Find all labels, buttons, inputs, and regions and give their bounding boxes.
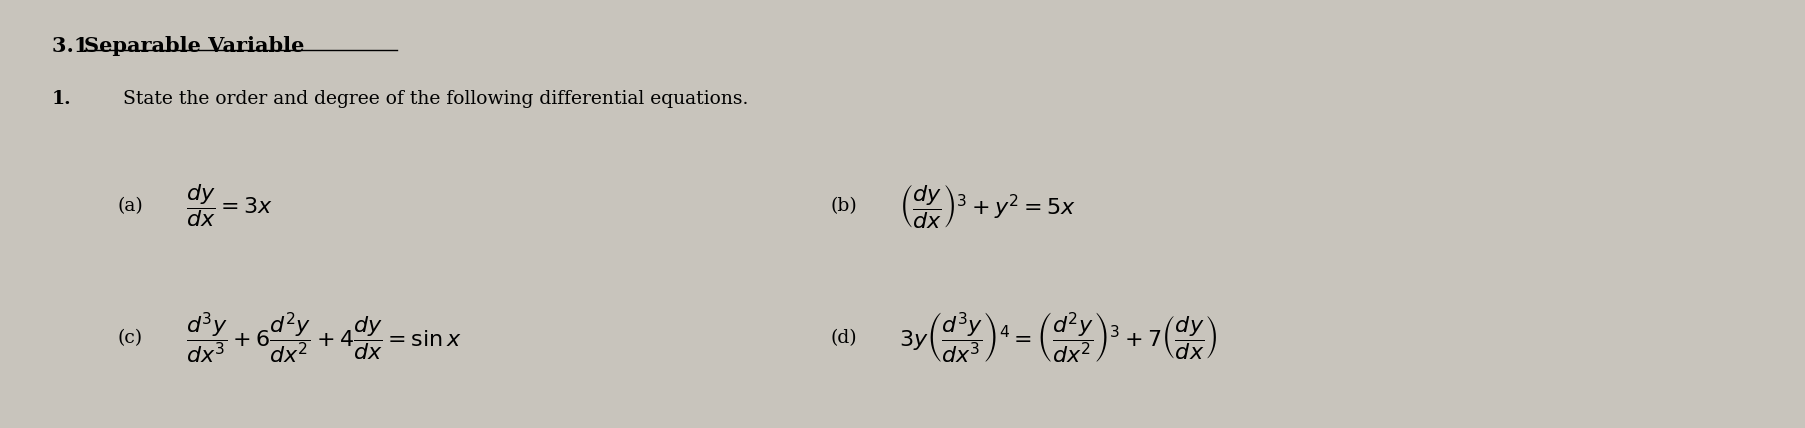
Text: (d): (d) [830, 329, 857, 347]
Text: 3.1: 3.1 [52, 36, 96, 56]
Text: $\left(\dfrac{dy}{dx}\right)^{3} + y^2 = 5x$: $\left(\dfrac{dy}{dx}\right)^{3} + y^2 =… [899, 182, 1076, 230]
Text: $\dfrac{d^3y}{dx^3} + 6\dfrac{d^2y}{dx^2} + 4\dfrac{dy}{dx} = \sin x$: $\dfrac{d^3y}{dx^3} + 6\dfrac{d^2y}{dx^2… [186, 310, 462, 366]
Text: State the order and degree of the following differential equations.: State the order and degree of the follow… [123, 90, 749, 108]
Text: $\dfrac{dy}{dx} = 3x$: $\dfrac{dy}{dx} = 3x$ [186, 182, 273, 229]
Text: (a): (a) [117, 197, 144, 215]
Text: 1.: 1. [52, 90, 72, 108]
Text: $3y\left(\dfrac{d^3y}{dx^3}\right)^{4} = \left(\dfrac{d^2y}{dx^2}\right)^{3} + 7: $3y\left(\dfrac{d^3y}{dx^3}\right)^{4} =… [899, 310, 1218, 366]
Text: (c): (c) [117, 329, 143, 347]
Text: Separable Variable: Separable Variable [85, 36, 305, 56]
Text: (b): (b) [830, 197, 857, 215]
